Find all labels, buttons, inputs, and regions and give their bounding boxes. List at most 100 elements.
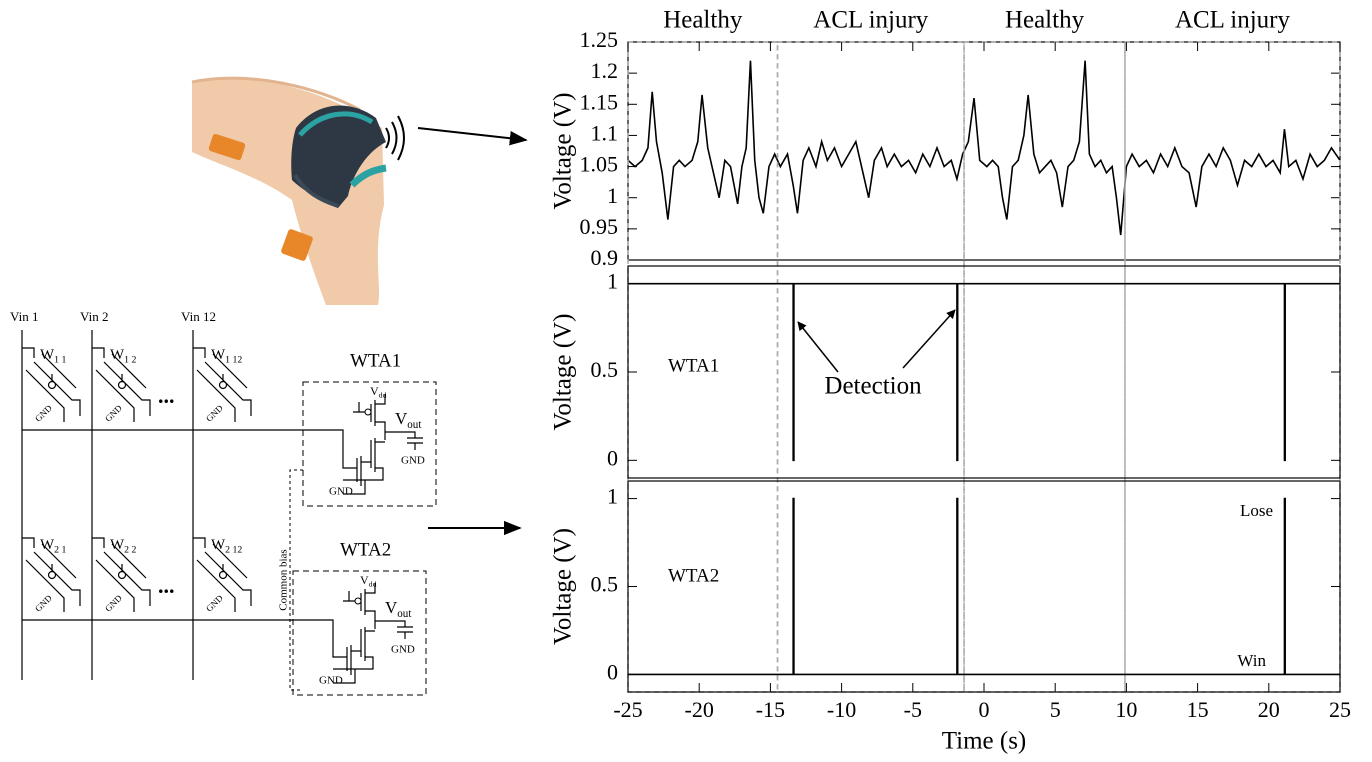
y-tick-label: 1 xyxy=(607,269,618,294)
weight-label: W1 1 xyxy=(40,347,66,365)
region-box xyxy=(1125,42,1340,692)
annotation: Lose xyxy=(1240,501,1273,520)
weight-label: W2 12 xyxy=(211,537,242,555)
x-tick-label: 15 xyxy=(1187,697,1209,722)
plot-frame xyxy=(628,42,1340,260)
y-tick-label: 1.25 xyxy=(580,27,619,52)
weight-label-base: W xyxy=(40,347,55,363)
vdd-label-base: V xyxy=(370,384,379,398)
vout-label-base: V xyxy=(385,598,398,617)
vdd-label-sub: dd xyxy=(369,579,377,588)
gnd-label: GND xyxy=(204,592,225,613)
annotation: Win xyxy=(1237,651,1266,670)
y-tick-label: 1.1 xyxy=(591,120,619,145)
figure: Vin 1Vin 2Vin 12W1 1GNDW1 2GNDW1 12GND..… xyxy=(0,0,1372,762)
y-tick-label: 1 xyxy=(607,484,618,509)
vdd-label-base: V xyxy=(360,573,369,587)
gnd-label: GND xyxy=(391,644,415,656)
region-box xyxy=(778,42,965,692)
weight-label-sub: 1 1 xyxy=(54,355,66,366)
weight-label-sub: 1 2 xyxy=(124,355,136,366)
y-tick-label: 0.5 xyxy=(591,357,619,382)
y-tick-label: 0.95 xyxy=(580,214,619,239)
x-axis-label: Time (s) xyxy=(942,728,1027,755)
y-tick-label: 0.9 xyxy=(591,245,619,270)
x-tick-label: -10 xyxy=(827,697,856,722)
region-label: Healthy xyxy=(663,7,743,34)
input-label: Vin 2 xyxy=(80,309,108,324)
ellipsis: ... xyxy=(158,573,175,598)
gnd-label: GND xyxy=(329,486,353,498)
y-tick-label: 1.05 xyxy=(580,152,619,177)
vout-label: Vout xyxy=(395,409,421,431)
weight-label-base: W xyxy=(40,537,55,553)
gnd-label: GND xyxy=(33,592,54,613)
x-tick-label: 10 xyxy=(1115,697,1137,722)
gnd-label: GND xyxy=(319,675,343,687)
weight-label-base: W xyxy=(211,347,226,363)
gnd-label: GND xyxy=(33,402,54,423)
input-label: Vin 12 xyxy=(181,309,216,324)
y-tick-label: 1 xyxy=(607,183,618,208)
common-bias-label: Common bias xyxy=(278,549,290,610)
region-box xyxy=(964,42,1125,692)
x-tick-label: -20 xyxy=(685,697,714,722)
x-tick-label: 20 xyxy=(1258,697,1280,722)
weight-label-sub: 2 1 xyxy=(54,545,66,556)
panel-label: WTA2 xyxy=(668,565,719,586)
weight-label-sub: 2 2 xyxy=(124,545,136,556)
wta-block xyxy=(303,382,436,506)
knee-illustration xyxy=(192,78,526,528)
wta-label: WTA2 xyxy=(340,539,391,560)
gnd-label: GND xyxy=(103,402,124,423)
weight-label: W1 2 xyxy=(110,347,136,365)
vdd-label: Vdd xyxy=(370,384,387,400)
region-label: Healthy xyxy=(1005,7,1085,34)
signal-line xyxy=(628,499,1340,675)
y-tick-label: 1.2 xyxy=(591,58,619,83)
input-label: Vin 1 xyxy=(10,309,38,324)
y-tick-label: 0 xyxy=(607,659,618,684)
x-tick-label: -15 xyxy=(756,697,785,722)
x-tick-label: -25 xyxy=(613,697,642,722)
signal-line xyxy=(628,61,1340,235)
y-axis-label: Voltage (V) xyxy=(550,314,577,431)
y-tick-label: 0.5 xyxy=(591,572,619,597)
y-tick-label: 0 xyxy=(607,445,618,470)
circuit-wiring xyxy=(22,330,343,690)
plot-frame xyxy=(628,481,1340,692)
weight-label-sub: 1 12 xyxy=(225,355,242,366)
weight-label-base: W xyxy=(110,347,125,363)
annotation-arrow xyxy=(903,310,955,368)
wta-label: WTA1 xyxy=(350,350,401,371)
x-tick-label: 25 xyxy=(1329,697,1351,722)
region-label: ACL injury xyxy=(1175,7,1291,34)
x-tick-label: -5 xyxy=(904,697,922,722)
y-axis-label: Voltage (V) xyxy=(550,528,577,645)
vdd-label: Vdd xyxy=(360,573,377,589)
weight-label: W2 2 xyxy=(110,537,136,555)
annotation-arrow xyxy=(798,322,838,372)
wta-block xyxy=(293,571,426,695)
weight-label: W2 1 xyxy=(40,537,66,555)
weight-label: W1 12 xyxy=(211,347,242,365)
vout-label-sub: out xyxy=(397,608,411,620)
signal-line xyxy=(628,284,1340,461)
vout-label-sub: out xyxy=(407,419,421,431)
gnd-label: GND xyxy=(103,592,124,613)
vdd-label-sub: dd xyxy=(379,390,387,399)
gnd-label: GND xyxy=(204,402,225,423)
plot-frame xyxy=(628,266,1340,478)
weight-label-sub: 2 12 xyxy=(225,545,242,556)
weight-label-base: W xyxy=(211,537,226,553)
vout-label: Vout xyxy=(385,598,411,620)
ellipsis: ... xyxy=(158,383,175,408)
weight-label-base: W xyxy=(110,537,125,553)
gnd-label: GND xyxy=(401,455,425,467)
vout-label-base: V xyxy=(395,409,408,428)
panel-label: WTA1 xyxy=(668,355,719,376)
x-tick-label: 5 xyxy=(1050,697,1061,722)
y-axis-label: Voltage (V) xyxy=(550,93,577,210)
